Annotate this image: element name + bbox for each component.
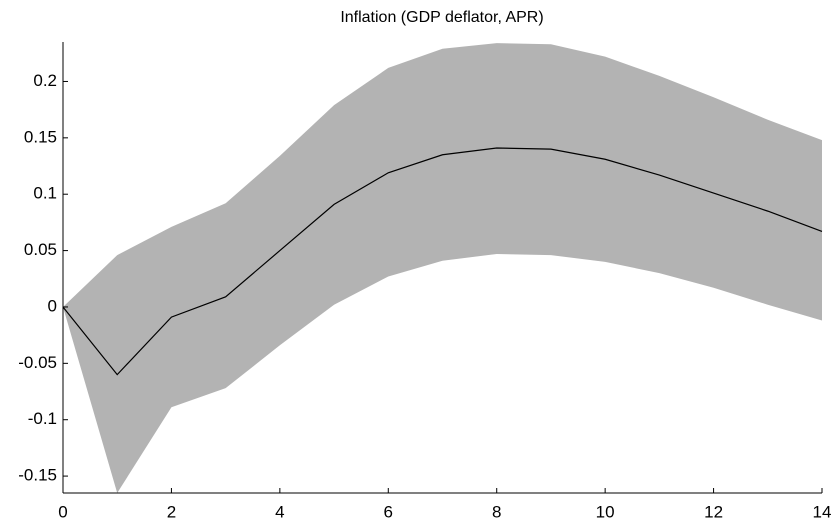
y-tick-label: 0.1 [33,184,57,203]
x-tick-label: 0 [58,502,67,521]
x-tick-label: 2 [167,502,176,521]
y-tick-label: -0.05 [18,353,57,372]
confidence-band [63,43,822,493]
response-line [62,147,823,376]
x-tick-label: 14 [813,502,832,521]
x-tick-label: 4 [275,502,284,521]
y-tick-label: -0.15 [18,466,57,485]
x-tick-label: 12 [704,502,723,521]
x-tick-label: 8 [492,502,501,521]
y-tick-label: -0.1 [28,409,57,428]
x-tick-label: 6 [384,502,393,521]
y-tick-label: 0.2 [33,71,57,90]
y-tick-label: 0 [48,296,57,315]
chart-title: Inflation (GDP deflator, APR) [340,9,543,26]
x-tick-label: 10 [596,502,615,521]
y-tick-label: 0.15 [24,127,57,146]
y-tick-label: 0.05 [24,240,57,259]
